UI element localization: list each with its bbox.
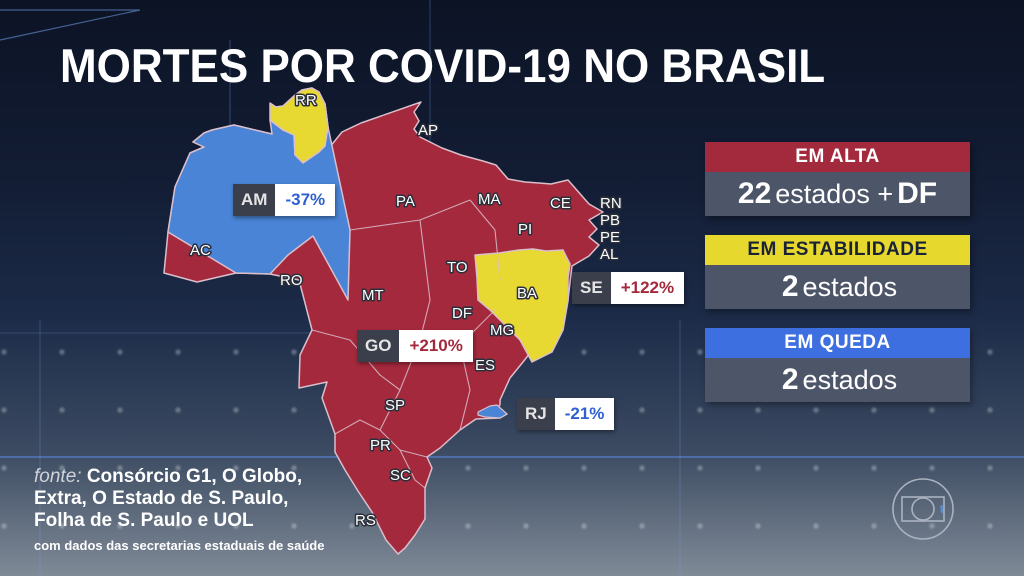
svg-text:CE: CE — [550, 195, 571, 212]
svg-text:PR: PR — [370, 437, 391, 454]
svg-text:MA: MA — [478, 191, 501, 208]
svg-text:PE: PE — [600, 229, 620, 246]
svg-text:MT: MT — [362, 287, 384, 304]
svg-text:DF: DF — [452, 305, 472, 322]
svg-text:SC: SC — [390, 467, 411, 484]
svg-text:AC: AC — [190, 242, 211, 259]
svg-text:RO: RO — [280, 272, 303, 289]
svg-text:MG: MG — [490, 322, 514, 339]
svg-text:PB: PB — [600, 212, 620, 229]
svg-text:PA: PA — [396, 193, 415, 210]
svg-text:RN: RN — [600, 195, 622, 212]
svg-text:AP: AP — [418, 122, 438, 139]
svg-text:ES: ES — [475, 357, 495, 374]
svg-text:AL: AL — [600, 246, 618, 263]
svg-text:PI: PI — [518, 221, 532, 238]
svg-text:RS: RS — [355, 512, 376, 529]
svg-text:BA: BA — [517, 285, 537, 302]
svg-text:RR: RR — [295, 92, 317, 109]
svg-text:TO: TO — [447, 259, 468, 276]
svg-text:SP: SP — [385, 397, 405, 414]
